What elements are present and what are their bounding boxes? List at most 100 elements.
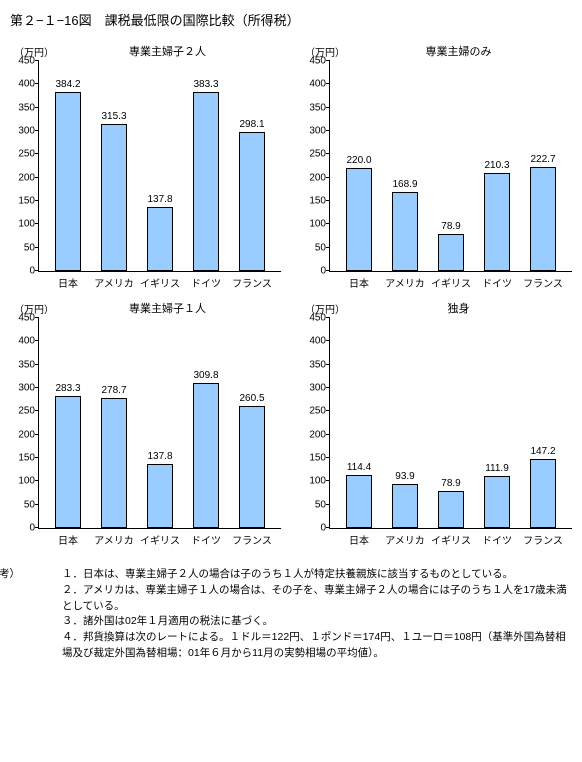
bar-value-label: 210.3 [484,160,509,171]
chart-2: （万円）専業主婦子１人05010015020025030035040045028… [10,300,281,547]
plot-area: 050100150200250300350400450220.0日本168.9ア… [329,61,572,272]
chart-0: （万円）専業主婦子２人05010015020025030035040045038… [10,43,281,290]
bar [530,459,556,528]
ytick-label: 50 [302,499,326,510]
ytick-label: 400 [11,336,35,347]
bar [346,475,372,528]
chart-title: 専業主婦子１人 [54,300,281,316]
bar-wrap: 93.9アメリカ [382,484,428,528]
bar-value-label: 298.1 [239,119,264,130]
ytick-label: 200 [302,429,326,440]
bar-value-label: 309.8 [193,370,218,381]
xtick-label: アメリカ [385,275,425,290]
xtick-label: 日本 [58,275,78,290]
ytick-label: 450 [302,56,326,67]
bar [484,173,510,271]
xtick-label: イギリス [140,275,180,290]
bar-value-label: 111.9 [485,463,509,474]
chart-title: 専業主婦子２人 [54,43,281,59]
ytick-label: 150 [302,196,326,207]
ytick-label: 350 [11,359,35,370]
ytick-label: 450 [11,56,35,67]
bar-value-label: 93.9 [395,471,414,482]
ytick-label: 0 [11,266,35,277]
ytick-label: 400 [302,79,326,90]
bar-value-label: 383.3 [193,79,218,90]
xtick-label: フランス [232,275,272,290]
bar [147,464,173,528]
ytick-label: 400 [11,79,35,90]
bar [239,132,265,271]
xtick-label: イギリス [431,275,471,290]
bar-wrap: 278.7アメリカ [91,398,137,528]
bar-wrap: 137.8イギリス [137,464,183,528]
xtick-label: イギリス [431,532,471,547]
bar [193,92,219,271]
bar [392,484,418,528]
ytick-label: 100 [302,219,326,230]
bar-wrap: 168.9アメリカ [382,192,428,271]
bar-value-label: 168.9 [392,179,417,190]
xtick-label: フランス [232,532,272,547]
ytick-label: 0 [302,523,326,534]
bar-wrap: 78.9イギリス [428,234,474,271]
ytick-label: 450 [302,313,326,324]
xtick-label: アメリカ [385,532,425,547]
bar-value-label: 384.2 [55,79,80,90]
xtick-label: フランス [523,275,563,290]
page-title: 第２−１−16図 課税最低限の国際比較（所得税） [10,10,572,29]
bar [530,167,556,271]
xtick-label: ドイツ [482,532,512,547]
note-line: ４．邦貨換算は次のレートによる。１ドル＝122円、１ポンド＝174円、１ユーロ＝… [20,630,572,662]
ytick-label: 450 [11,313,35,324]
bar-value-label: 222.7 [530,154,555,165]
xtick-label: フランス [523,532,563,547]
bar-wrap: 260.5フランス [229,406,275,528]
note-line: ３．諸外国は02年１月適用の税法に基づく。 [20,614,572,630]
ytick-label: 100 [11,476,35,487]
ytick-label: 150 [11,453,35,464]
chart-title: 独身 [345,300,572,316]
ytick-label: 200 [11,172,35,183]
ytick-label: 150 [302,453,326,464]
ytick-label: 50 [11,242,35,253]
bar-wrap: 137.8イギリス [137,207,183,271]
ytick-label: 0 [302,266,326,277]
bar [438,234,464,271]
note-line: ２．アメリカは、専業主婦子１人の場合は、その子を、専業主婦子２人の場合には子のう… [20,583,572,615]
bar-wrap: 383.3ドイツ [183,92,229,271]
bar-wrap: 298.1フランス [229,132,275,271]
xtick-label: アメリカ [94,275,134,290]
ytick-label: 400 [302,336,326,347]
bar [484,476,510,528]
ytick-label: 50 [302,242,326,253]
bar-wrap: 114.4日本 [336,475,382,528]
ytick-label: 300 [11,126,35,137]
bar-value-label: 78.9 [441,478,460,489]
notes-block: （備考）１．日本は、専業主婦子２人の場合は子のうち１人が特定扶養親族に該当するも… [10,567,572,662]
ytick-label: 0 [11,523,35,534]
plot-area: 050100150200250300350400450384.2日本315.3ア… [38,61,281,272]
bar-value-label: 220.0 [346,155,371,166]
bar-wrap: 309.8ドイツ [183,383,229,528]
bar-wrap: 222.7フランス [520,167,566,271]
bar-value-label: 315.3 [101,111,126,122]
ytick-label: 250 [11,406,35,417]
bar [346,168,372,271]
charts-grid: （万円）専業主婦子２人05010015020025030035040045038… [10,43,572,547]
chart-1: （万円）専業主婦のみ050100150200250300350400450220… [301,43,572,290]
bar-value-label: 283.3 [55,383,80,394]
bar [147,207,173,271]
ytick-label: 350 [302,102,326,113]
ytick-label: 50 [11,499,35,510]
bar [55,396,81,528]
plot-area: 050100150200250300350400450283.3日本278.7ア… [38,318,281,529]
bar [438,491,464,528]
xtick-label: ドイツ [191,532,221,547]
ytick-label: 150 [11,196,35,207]
ytick-label: 350 [11,102,35,113]
note-line: （備考）１．日本は、専業主婦子２人の場合は子のうち１人が特定扶養親族に該当するも… [20,567,572,583]
bar-wrap: 147.2フランス [520,459,566,528]
bar-wrap: 315.3アメリカ [91,124,137,271]
bar [193,383,219,528]
